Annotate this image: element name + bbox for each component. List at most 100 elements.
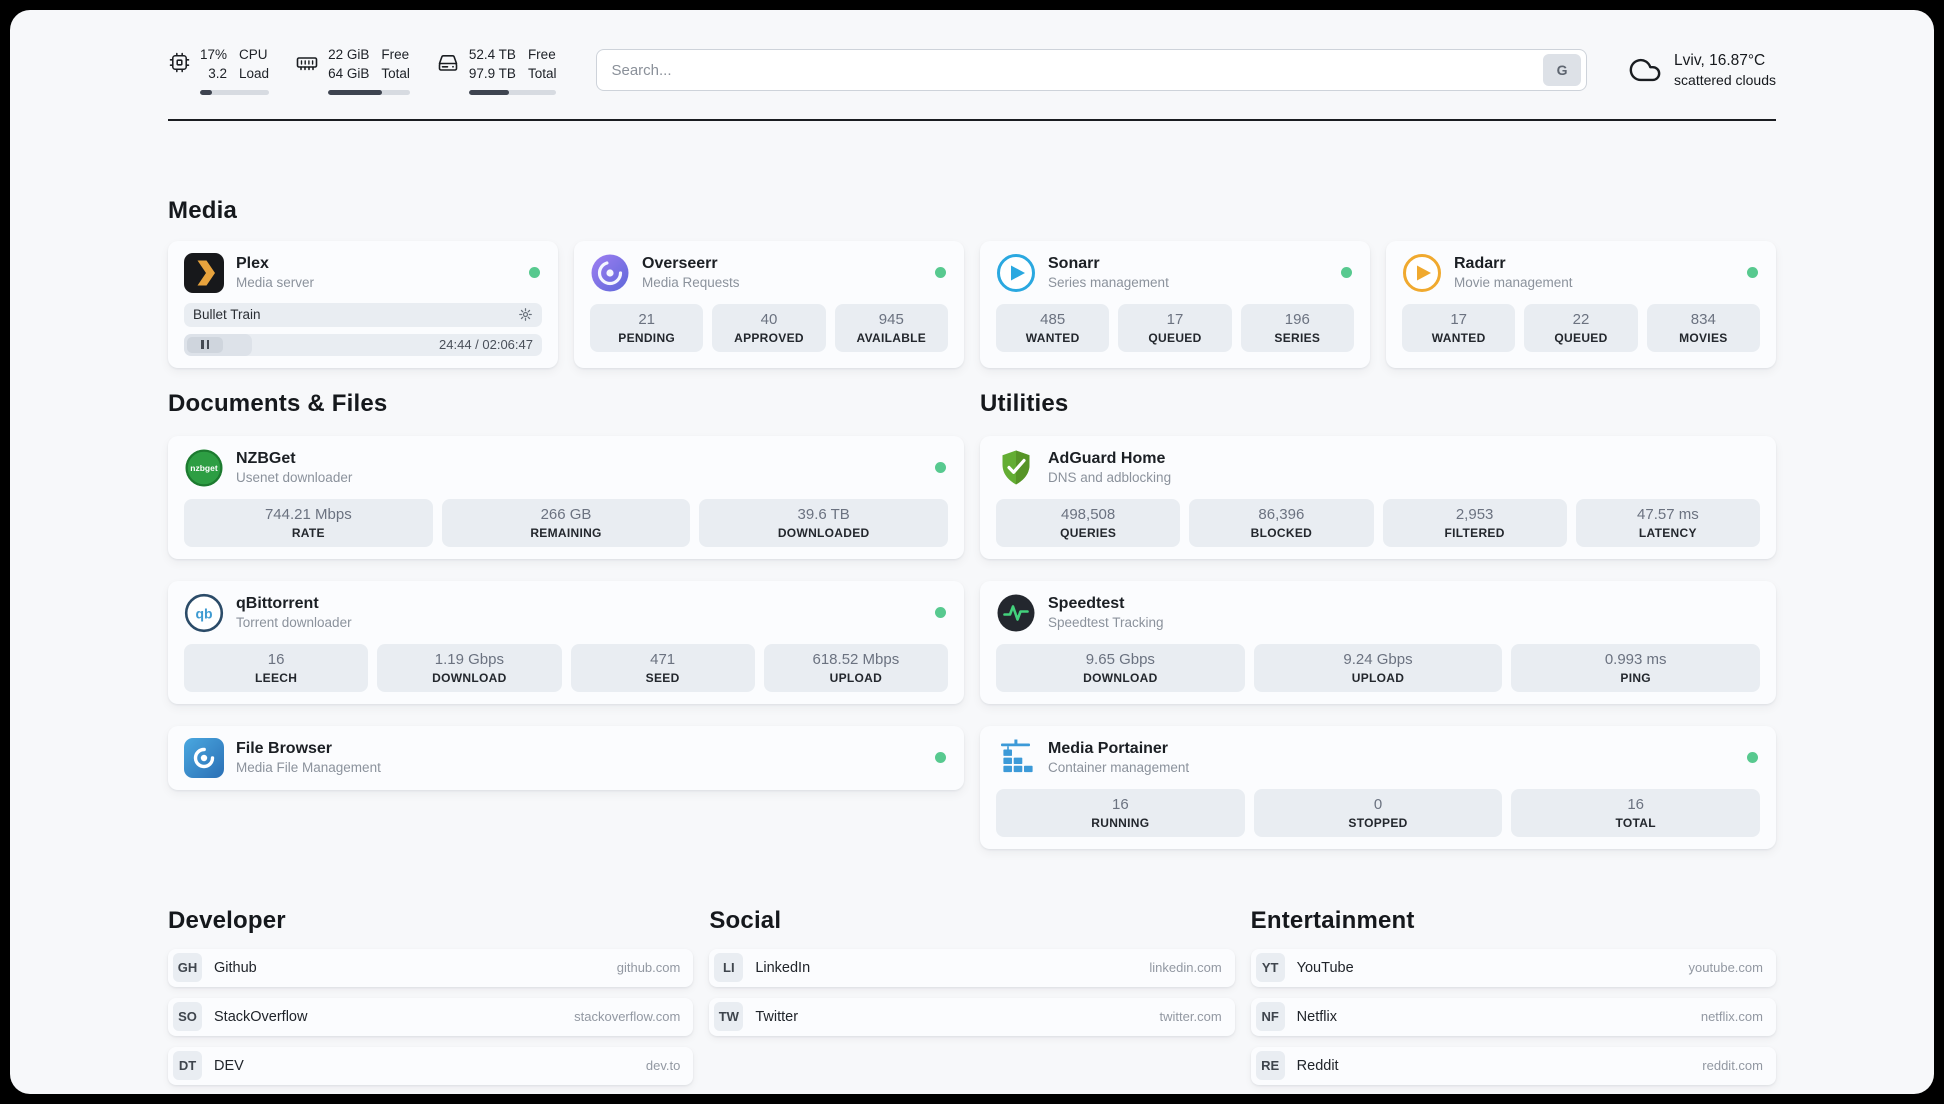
gear-icon[interactable] [518, 307, 533, 322]
stat-label: DOWNLOADED [777, 525, 870, 540]
stat-upload: 618.52 Mbps UPLOAD [763, 643, 948, 692]
status-online-dot [529, 267, 540, 279]
stat-label: PENDING [618, 330, 676, 345]
svg-text:qb: qb [195, 605, 212, 621]
section-title-utilities: Utilities [980, 389, 1069, 417]
bookmark-reddit[interactable]: RE Reddit reddit.com [1250, 1046, 1776, 1085]
radarr-card-head: Radarr Movie management [1402, 253, 1760, 293]
qbittorrent-stats: 16 LEECH 1.19 Gbps DOWNLOAD 471 SEED 6 [184, 643, 948, 692]
stat-value: 196 [1284, 310, 1310, 328]
search-input[interactable] [611, 61, 1544, 79]
stat-queued: 17 QUEUED [1118, 303, 1232, 352]
adguard-card-head: AdGuard Home DNS and adblocking [996, 448, 1760, 488]
section-developer: Developer GH Github github.com SO StackO… [168, 907, 694, 1085]
app-subtitle: Speedtest Tracking [1048, 615, 1164, 631]
cpu-icon [168, 51, 191, 74]
stat-label: WANTED [1431, 330, 1486, 345]
section-utilities: Utilities AdGuard Home [980, 390, 1776, 849]
bookmark-linkedin[interactable]: LI LinkedIn linkedin.com [709, 948, 1235, 987]
cpu-label-bottom: Load [239, 65, 270, 81]
app-card-overseerr[interactable]: Overseerr Media Requests 21 PENDING 40 A… [574, 240, 964, 368]
bookmark-abbr: GH [173, 953, 202, 983]
speedtest-card-head: Speedtest Speedtest Tracking [996, 593, 1760, 633]
weather-text: Lviv, 16.87°C scattered clouds [1674, 52, 1776, 88]
stat-label: AVAILABLE [856, 330, 927, 345]
pause-bar [206, 340, 209, 350]
memory-free-value: 22 GiB [328, 47, 370, 62]
now-playing-progress[interactable]: 24:44 / 02:06:47 [184, 333, 542, 356]
overseerr-card-head: Overseerr Media Requests [590, 253, 948, 293]
now-playing-title-bar: Bullet Train [184, 302, 542, 327]
storage-body: 52.4 TB 97.9 TB Free Total [468, 46, 557, 95]
pause-icon[interactable] [187, 336, 223, 353]
app-name: Radarr [1454, 255, 1506, 273]
section-media: Media Plex Media server Bullet Train [168, 197, 1776, 368]
cpu-label-top: CPU [239, 47, 268, 62]
stat-label: PING [1620, 670, 1651, 685]
bookmark-github[interactable]: GH Github github.com [168, 948, 694, 987]
stat-value: 0 [1373, 795, 1383, 813]
bookmark-netflix[interactable]: NF Netflix netflix.com [1250, 997, 1776, 1036]
stat-value: 40 [760, 310, 778, 328]
stat-download: 1.19 Gbps DOWNLOAD [377, 643, 562, 692]
section-social: Social LI LinkedIn linkedin.com TW Twitt… [709, 906, 1235, 1085]
hard-drive-icon [436, 51, 460, 75]
bookmark-dev[interactable]: DT DEV dev.to [168, 1046, 694, 1085]
app-card-portainer[interactable]: Media Portainer Container management 16 … [980, 725, 1776, 849]
media-grid: Plex Media server Bullet Train [168, 240, 1776, 368]
bookmark-url: twitter.com [1159, 1009, 1222, 1025]
stat-label: LATENCY [1638, 525, 1697, 540]
stat-label: REMAINING [530, 525, 602, 540]
app-card-qbittorrent[interactable]: qb qBittorrent Torrent downloader 16 LEE… [168, 580, 964, 704]
stat-filtered: 2,953 FILTERED [1382, 498, 1567, 547]
bookmark-abbr: LI [714, 953, 744, 983]
memory-label-top: Free [381, 47, 410, 62]
app-card-plex[interactable]: Plex Media server Bullet Train [168, 240, 558, 368]
storage-widget: 52.4 TB 97.9 TB Free Total [436, 46, 557, 95]
stat-movies: 834 MOVIES [1646, 303, 1760, 352]
storage-progress-bar [468, 89, 557, 95]
stat-ping: 0.993 ms PING [1511, 643, 1761, 692]
bookmark-youtube[interactable]: YT YouTube youtube.com [1250, 948, 1776, 987]
stat-label: RATE [291, 525, 325, 540]
stat-label: DOWNLOAD [1083, 670, 1158, 685]
stat-label: TOTAL [1615, 815, 1656, 830]
section-title-social: Social [709, 906, 782, 934]
stat-value: 17 [1166, 310, 1184, 328]
cpu-load-value: 3.2 [208, 65, 228, 81]
app-card-radarr[interactable]: Radarr Movie management 17 WANTED 22 QUE… [1386, 240, 1776, 368]
app-name: File Browser [236, 740, 333, 758]
now-playing-title: Bullet Train [193, 307, 261, 323]
stat-wanted: 485 WANTED [996, 303, 1110, 352]
search-engine-button[interactable]: G [1543, 54, 1582, 87]
status-online-dot [1747, 267, 1758, 279]
app-card-sonarr[interactable]: Sonarr Series management 485 WANTED 17 Q… [980, 240, 1370, 368]
memory-body: 22 GiB 64 GiB Free Total [328, 46, 410, 95]
bookmark-stackoverflow[interactable]: SO StackOverflow stackoverflow.com [168, 997, 694, 1036]
app-card-filebrowser[interactable]: File Browser Media File Management [168, 725, 964, 790]
stat-stopped: 0 STOPPED [1253, 788, 1503, 837]
portainer-stats: 16 RUNNING 0 STOPPED 16 TOTAL [996, 788, 1761, 837]
app-card-nzbget[interactable]: nzbget NZBGet Usenet downloader 744.21 M… [168, 435, 964, 559]
bookmark-name: DEV [214, 1057, 244, 1074]
stat-label: BLOCKED [1250, 525, 1313, 540]
memory-progress-fill [328, 89, 383, 95]
stat-value: 47.57 ms [1637, 505, 1699, 523]
app-card-speedtest[interactable]: Speedtest Speedtest Tracking 9.65 Gbps D… [980, 580, 1776, 704]
radarr-icon [1402, 253, 1442, 293]
bookmark-twitter[interactable]: TW Twitter twitter.com [709, 997, 1235, 1036]
weather-widget: Lviv, 16.87°C scattered clouds [1627, 52, 1776, 88]
storage-total-value: 97.9 TB [468, 65, 516, 81]
cpu-usage-value: 17% [200, 47, 228, 62]
memory-icon [295, 51, 319, 75]
bookmark-name: YouTube [1296, 959, 1354, 976]
filebrowser-card-head: File Browser Media File Management [184, 737, 948, 778]
search-bar[interactable]: G [596, 49, 1588, 92]
stat-label: SEED [645, 670, 680, 685]
stat-blocked: 86,396 BLOCKED [1189, 498, 1374, 547]
bookmark-url: youtube.com [1688, 960, 1763, 976]
cpu-progress-bar [200, 89, 270, 95]
app-card-adguard[interactable]: AdGuard Home DNS and adblocking 498,508 … [980, 435, 1776, 559]
middle-columns: Documents & Files nzbget NZBGe [168, 390, 1776, 849]
sonarr-card-head: Sonarr Series management [996, 253, 1354, 293]
